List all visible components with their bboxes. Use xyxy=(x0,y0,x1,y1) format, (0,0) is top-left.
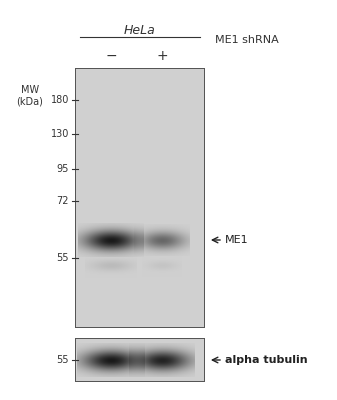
Text: HeLa: HeLa xyxy=(124,24,156,36)
Text: 95: 95 xyxy=(57,164,69,174)
Text: 72: 72 xyxy=(57,196,69,206)
Text: MW
(kDa): MW (kDa) xyxy=(17,85,43,107)
Text: ME1: ME1 xyxy=(225,235,249,245)
Text: ME1 shRNA: ME1 shRNA xyxy=(215,35,279,45)
Text: 180: 180 xyxy=(51,95,69,105)
Text: alpha tubulin: alpha tubulin xyxy=(225,355,308,365)
Text: −: − xyxy=(105,49,117,63)
Text: 55: 55 xyxy=(57,253,69,263)
Text: 55: 55 xyxy=(57,355,69,365)
Text: +: + xyxy=(156,49,168,63)
Text: 130: 130 xyxy=(51,129,69,139)
